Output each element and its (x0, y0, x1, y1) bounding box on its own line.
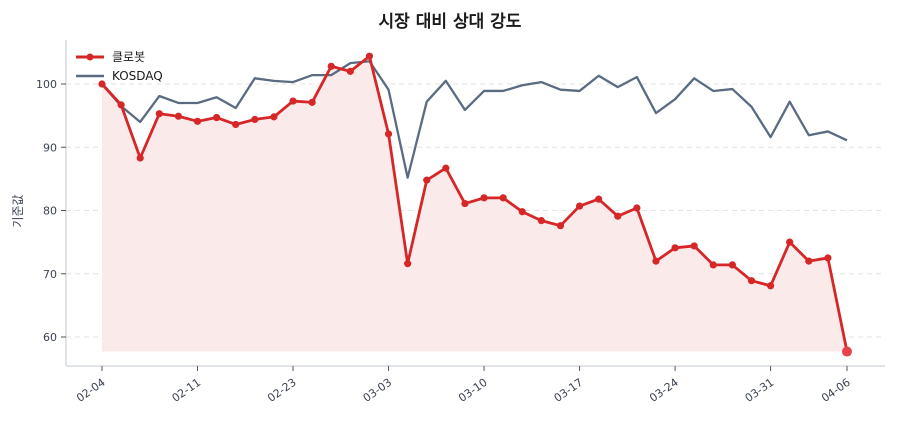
data-point-marker (652, 257, 660, 265)
data-point-marker (365, 52, 374, 60)
data-point-marker (213, 113, 221, 122)
stock-line (100, 54, 849, 352)
data-point-marker (805, 257, 813, 265)
legend: 클로봇 KOSDAQ (76, 50, 163, 83)
legend-marker-stock-icon (86, 53, 94, 61)
x-tick-label: 03-24 (647, 376, 681, 405)
data-point-marker (786, 238, 794, 246)
y-axis-label: 기준값 (11, 194, 25, 227)
x-tick-label: 02-23 (265, 376, 299, 405)
y-axis-ticks: 60 70 80 90 100 (36, 78, 66, 344)
data-point-marker (633, 204, 641, 212)
data-point-marker (556, 222, 565, 230)
data-point-marker (461, 199, 469, 208)
y-tick-label: 90 (43, 141, 57, 154)
data-point-marker (174, 112, 183, 120)
legend-label-stock: 클로봇 (112, 50, 145, 64)
x-tick-label: 03-03 (361, 376, 395, 405)
legend-item-kosdaq: KOSDAQ (76, 69, 163, 83)
data-point-marker (690, 242, 698, 250)
data-point-marker (270, 113, 278, 121)
data-point-marker (537, 217, 545, 225)
series-stock (98, 52, 852, 357)
data-point-marker (728, 261, 736, 269)
stock-area-fill (102, 56, 847, 352)
data-point-marker (499, 194, 507, 202)
data-point-marker (614, 212, 622, 220)
kosdaq-line (101, 60, 848, 179)
data-point-marker (575, 202, 584, 210)
data-point-marker (671, 244, 679, 252)
y-tick-label: 70 (43, 268, 57, 281)
x-tick-label: 03-17 (552, 376, 586, 405)
data-point-marker (709, 261, 717, 269)
x-tick-label: 02-11 (170, 376, 204, 405)
data-point-marker (308, 98, 316, 106)
data-point-marker (404, 260, 412, 268)
data-point-marker (423, 176, 431, 184)
x-tick-label: 03-10 (456, 376, 490, 405)
data-point-marker (595, 195, 603, 203)
data-point-marker (155, 110, 163, 118)
data-point-marker (98, 80, 106, 88)
data-point-marker (232, 120, 240, 129)
last-point-marker (842, 346, 852, 357)
legend-label-kosdaq: KOSDAQ (112, 69, 163, 83)
data-point-marker (384, 130, 393, 138)
data-point-marker (289, 97, 297, 105)
x-axis-ticks: 02-04 02-11 02-23 03-03 03-10 03-17 03-24 03-31… (74, 366, 853, 405)
area-fill (102, 56, 847, 352)
data-point-marker (193, 117, 202, 125)
y-tick-label: 100 (36, 78, 57, 91)
data-point-marker (442, 164, 450, 172)
data-point-marker (251, 115, 259, 124)
data-point-marker (747, 277, 756, 285)
legend-item-stock: 클로봇 (76, 50, 145, 64)
data-point-marker (117, 101, 125, 109)
data-point-marker (480, 194, 488, 202)
data-point-marker (824, 254, 832, 262)
data-point-marker (346, 67, 354, 75)
y-tick-label: 80 (43, 205, 57, 218)
data-point-marker (766, 282, 775, 290)
y-tick-label: 60 (43, 331, 57, 344)
chart-title: 시장 대비 상대 강도 (379, 12, 522, 32)
x-tick-label: 03-31 (743, 376, 777, 405)
data-point-marker (518, 208, 526, 216)
data-point-marker (327, 62, 335, 70)
x-tick-label: 04-06 (819, 376, 853, 405)
x-tick-label: 02-04 (74, 376, 108, 405)
data-point-marker (136, 154, 144, 162)
series-kosdaq (101, 60, 848, 179)
